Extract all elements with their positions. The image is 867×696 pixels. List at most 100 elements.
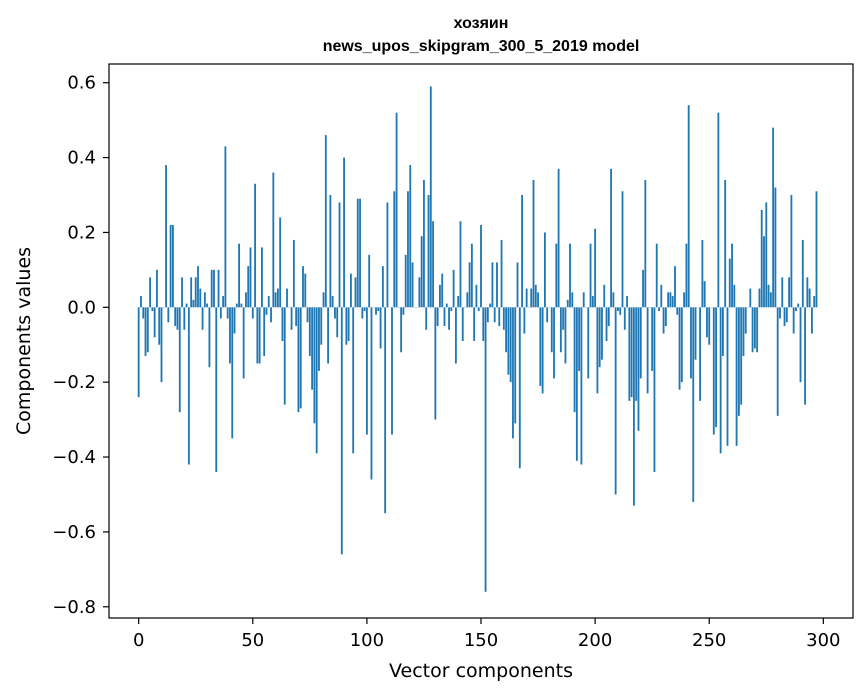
bar <box>247 266 250 308</box>
bar <box>516 262 519 308</box>
bar <box>441 273 444 308</box>
bar <box>806 277 809 308</box>
bar <box>233 307 236 334</box>
bar <box>662 307 665 334</box>
bar <box>290 307 293 330</box>
bar <box>553 307 555 379</box>
bar <box>500 239 503 308</box>
y-axis-label: Components values <box>13 247 35 435</box>
x-tick-label: 50 <box>241 630 264 651</box>
bar <box>256 307 259 364</box>
bar <box>815 191 818 308</box>
bar <box>486 307 489 323</box>
bar <box>165 165 167 308</box>
bar <box>669 292 672 308</box>
bar <box>655 243 658 308</box>
bar <box>690 307 692 379</box>
bar <box>758 288 761 308</box>
bar <box>261 247 263 308</box>
bar <box>245 292 247 308</box>
bar <box>664 307 667 327</box>
bar <box>507 307 510 375</box>
bar <box>361 307 364 319</box>
bar <box>439 284 441 308</box>
bar <box>381 266 384 308</box>
bar <box>539 307 542 386</box>
bar <box>470 243 473 308</box>
bar <box>429 86 432 308</box>
bar <box>468 262 471 308</box>
bar <box>329 195 332 308</box>
bar <box>498 307 501 327</box>
bar <box>466 292 469 308</box>
bar <box>160 307 163 383</box>
bar <box>190 277 193 308</box>
chart-subtitle: news_upos_skipgram_300_5_2019 model <box>323 38 640 55</box>
bar <box>432 221 434 308</box>
bar <box>580 307 583 465</box>
bar <box>792 307 795 334</box>
bar <box>742 307 745 356</box>
bar <box>683 292 686 308</box>
bar <box>201 307 204 330</box>
bar <box>443 307 446 327</box>
bar <box>457 296 460 308</box>
bar <box>674 266 676 308</box>
bar <box>578 307 581 371</box>
y-tick-label: −0.4 <box>52 447 96 468</box>
bar <box>407 191 409 308</box>
bar <box>676 307 679 315</box>
bar <box>767 284 770 308</box>
bar <box>493 307 496 323</box>
bar <box>461 307 464 341</box>
bar <box>393 191 396 308</box>
bar <box>423 180 425 308</box>
bar <box>222 296 225 308</box>
bar <box>142 307 145 319</box>
bar <box>151 307 154 312</box>
bar <box>603 284 606 308</box>
bar <box>484 307 487 592</box>
bar <box>562 307 565 330</box>
bar <box>331 296 334 308</box>
bar <box>404 254 407 308</box>
bar <box>642 269 644 308</box>
bar <box>717 112 720 308</box>
bar <box>564 307 567 364</box>
bar <box>502 307 505 330</box>
bar <box>774 187 777 308</box>
bar <box>763 236 765 308</box>
bar <box>192 299 195 308</box>
bar <box>667 292 670 308</box>
bar <box>270 307 272 323</box>
bar <box>637 307 640 431</box>
bar <box>149 277 151 308</box>
bar <box>610 168 612 308</box>
bar <box>530 288 533 308</box>
x-tick-label: 250 <box>692 630 726 651</box>
bar <box>687 105 690 308</box>
bar <box>391 307 393 435</box>
bar <box>769 292 772 308</box>
bar <box>231 307 234 439</box>
bar <box>302 266 304 308</box>
bar <box>436 307 439 327</box>
bar <box>482 307 485 341</box>
bar <box>425 307 428 330</box>
bar <box>140 296 142 308</box>
bar <box>614 307 617 495</box>
y-tick-label: 0.4 <box>67 148 96 169</box>
bar <box>589 243 592 308</box>
bar <box>217 269 220 308</box>
bar <box>377 307 380 312</box>
bar <box>749 288 752 308</box>
bar <box>477 307 480 312</box>
bar <box>274 292 277 308</box>
bar <box>279 217 282 308</box>
bar <box>728 258 731 308</box>
bar <box>176 307 179 330</box>
bar <box>272 172 275 308</box>
bar <box>737 307 740 416</box>
bar <box>617 307 619 312</box>
